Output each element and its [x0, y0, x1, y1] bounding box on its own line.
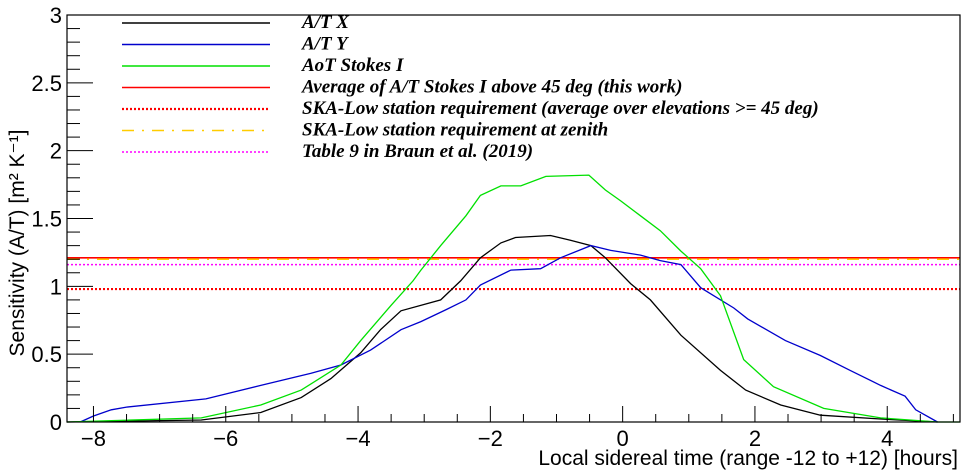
y-tick-label: 0.5	[31, 342, 62, 367]
reference-lines	[67, 257, 960, 291]
series-curve	[66, 174, 960, 423]
x-tick-label: 2	[749, 426, 761, 451]
y-tick-label: 1.5	[31, 207, 62, 232]
legend-label: Average of A/T Stokes I above 45 deg (th…	[301, 77, 683, 98]
y-axis-title: Sensitivity (A/T) [m² K⁻¹]	[6, 130, 29, 357]
data-curves	[66, 174, 960, 423]
x-tick-label: 0	[617, 426, 629, 451]
x-tick-label: −4	[346, 426, 371, 451]
legend-label: SKA-Low station requirement at zenith	[302, 120, 608, 141]
y-axis: 0 0.5 1 1.5 2 2.5 3	[31, 3, 93, 435]
legend-label: A/T X	[301, 12, 350, 33]
x-tick-label: 4	[881, 426, 893, 451]
series-curve	[79, 244, 938, 423]
x-tick-label: −8	[81, 426, 106, 451]
x-tick-label: −6	[213, 426, 238, 451]
x-axis-title: Local sidereal time (range -12 to +12) […	[538, 447, 958, 470]
legend-label: Table 9 in Braun et al. (2019)	[302, 141, 533, 162]
y-tick-label: 2	[50, 139, 62, 164]
series-curve	[66, 234, 938, 423]
y-tick-label: 2.5	[31, 71, 62, 96]
y-tick-label: 3	[50, 3, 62, 28]
x-tick-label: −2	[478, 426, 503, 451]
y-tick-label: 0	[50, 410, 62, 435]
legend-label: A/T Y	[301, 34, 350, 55]
legend-label: AoT Stokes I	[301, 55, 404, 76]
y-tick-label: 1	[50, 274, 62, 299]
x-axis: −8 −6 −4 −2 0 2 4	[81, 406, 954, 451]
legend-label: SKA-Low station requirement (average ove…	[302, 98, 819, 119]
